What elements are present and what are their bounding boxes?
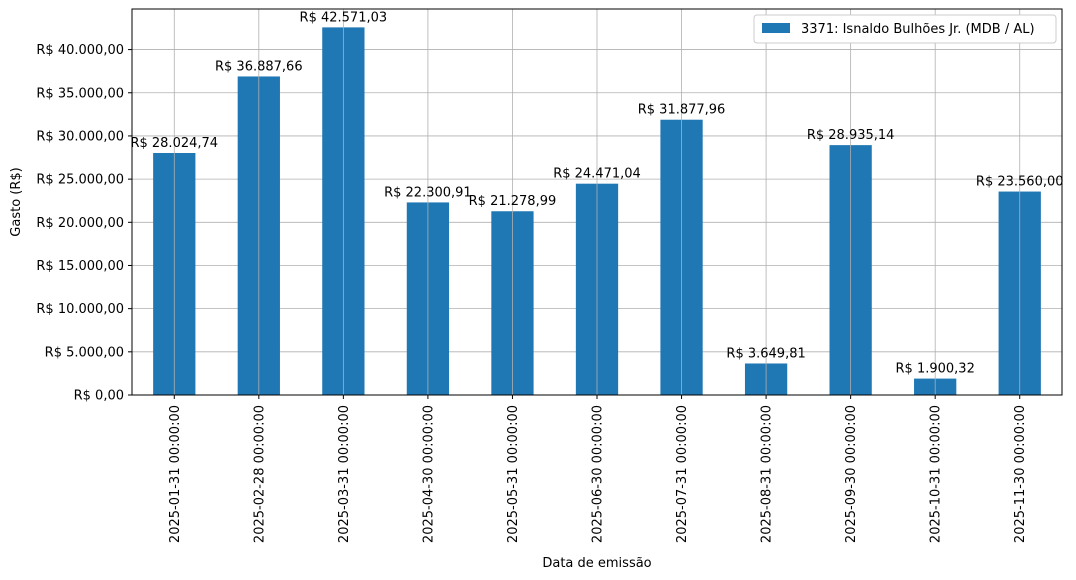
y-tick-label: R$ 5.000,00 [45, 345, 124, 360]
bar-value-label: R$ 36.887,66 [215, 59, 303, 74]
y-tick-label: R$ 35.000,00 [36, 86, 124, 101]
y-tick-label: R$ 40.000,00 [36, 43, 124, 58]
bar-value-label: R$ 3.649,81 [726, 346, 805, 361]
bar-value-label: R$ 1.900,32 [896, 362, 975, 377]
y-axis-ticks: R$ 0,00 R$ 5.000,00 R$ 10.000,00 R$ 15.000,… [36, 43, 132, 404]
bar-value-label: R$ 24.471,04 [553, 167, 641, 182]
y-tick-label: R$ 0,00 [74, 389, 124, 404]
x-tick-label: 2025-08-31 00:00:00 [760, 405, 775, 543]
bar-value-label: R$ 28.935,14 [807, 128, 895, 143]
x-tick-label: 2025-03-31 00:00:00 [337, 405, 352, 543]
x-tick-label: 2025-05-31 00:00:00 [506, 405, 521, 543]
bar-value-label: R$ 22.300,91 [384, 185, 472, 200]
bars [153, 9, 1041, 395]
bar-value-label: R$ 23.560,00 [976, 175, 1064, 190]
x-tick-label: 2025-09-30 00:00:00 [844, 405, 859, 543]
data-labels: R$ 28.024,74 R$ 36.887,66 R$ 42.571,03 R$ 2… [130, 10, 1063, 376]
bar-value-label: R$ 28.024,74 [130, 136, 218, 151]
x-tick-label: 2025-01-31 00:00:00 [168, 405, 183, 543]
bar-value-label: R$ 21.278,99 [469, 194, 557, 209]
legend: 3371: Isnaldo Bulhões Jr. (MDB / AL) [753, 14, 1057, 44]
x-tick-label: 2025-02-28 00:00:00 [252, 405, 267, 543]
y-tick-label: R$ 10.000,00 [36, 302, 124, 317]
legend-swatch [762, 23, 790, 33]
x-tick-label: 2025-07-31 00:00:00 [675, 405, 690, 543]
y-tick-label: R$ 20.000,00 [36, 216, 124, 231]
y-axis-label: Gasto (R$) [9, 167, 24, 236]
x-tick-label: 2025-06-30 00:00:00 [591, 405, 606, 543]
legend-entry: 3371: Isnaldo Bulhões Jr. (MDB / AL) [801, 22, 1035, 37]
x-tick-label: 2025-11-30 00:00:00 [1013, 405, 1028, 543]
bar-value-label: R$ 31.877,96 [638, 103, 726, 118]
x-tick-label: 2025-10-31 00:00:00 [929, 405, 944, 543]
y-tick-label: R$ 25.000,00 [36, 173, 124, 188]
bar-value-label: R$ 42.571,03 [300, 10, 388, 25]
x-tick-label: 2025-04-30 00:00:00 [421, 405, 436, 543]
y-tick-label: R$ 15.000,00 [36, 259, 124, 274]
x-axis-label: Data de emissão [542, 556, 651, 571]
y-tick-label: R$ 30.000,00 [36, 129, 124, 144]
x-axis-ticks: 2025-01-31 00:00:00 2025-02-28 00:00:00 20… [168, 395, 1028, 543]
legend-box [753, 14, 1057, 44]
